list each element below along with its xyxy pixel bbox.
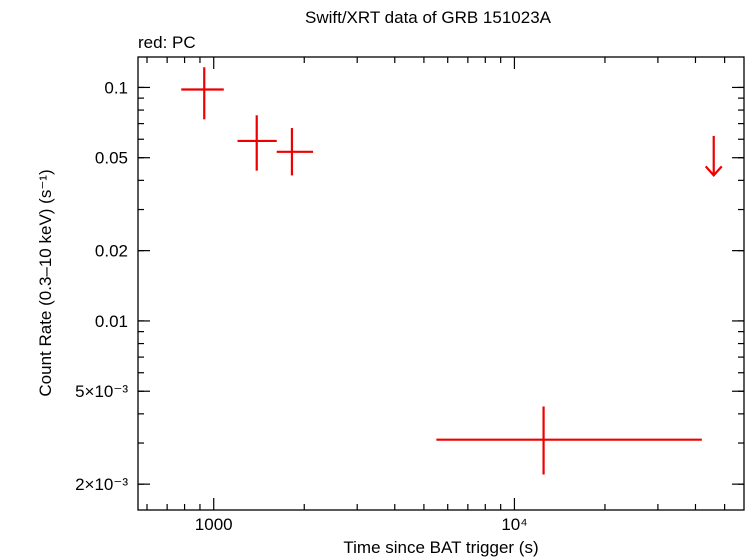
y-tick-label: 5×10⁻³	[75, 382, 128, 401]
x-tick-label: 1000	[195, 515, 233, 534]
upper-limits	[704, 135, 723, 178]
y-tick-label: 0.05	[95, 149, 128, 168]
chart-title: Swift/XRT data of GRB 151023A	[305, 8, 552, 27]
x-tick-label: 10⁴	[501, 515, 527, 534]
upper-limit-arrow	[704, 135, 723, 178]
plot-frame	[137, 56, 745, 511]
data-point	[181, 67, 224, 120]
y-tick-label: 0.01	[95, 312, 128, 331]
data-point	[276, 128, 314, 176]
data-point	[436, 406, 702, 475]
upper-limit-head	[704, 165, 723, 178]
y-axis-label: Count Rate (0.3–10 keV) (s⁻¹)	[36, 169, 55, 396]
chart-subtitle: red: PC	[138, 33, 196, 52]
x-axis-ticks: 1000 10⁴	[195, 57, 528, 534]
y-tick-label: 0.02	[95, 242, 128, 261]
x-axis-label: Time since BAT trigger (s)	[343, 538, 538, 557]
y-tick-label: 0.1	[104, 78, 128, 97]
data-point	[237, 115, 277, 171]
data-points	[181, 67, 702, 475]
minor-ticks	[138, 57, 744, 510]
y-axis-ticks: 0.1 0.05 0.02 0.01 5×10⁻³ 2×10⁻³	[75, 78, 744, 494]
y-tick-label: 2×10⁻³	[75, 475, 128, 494]
